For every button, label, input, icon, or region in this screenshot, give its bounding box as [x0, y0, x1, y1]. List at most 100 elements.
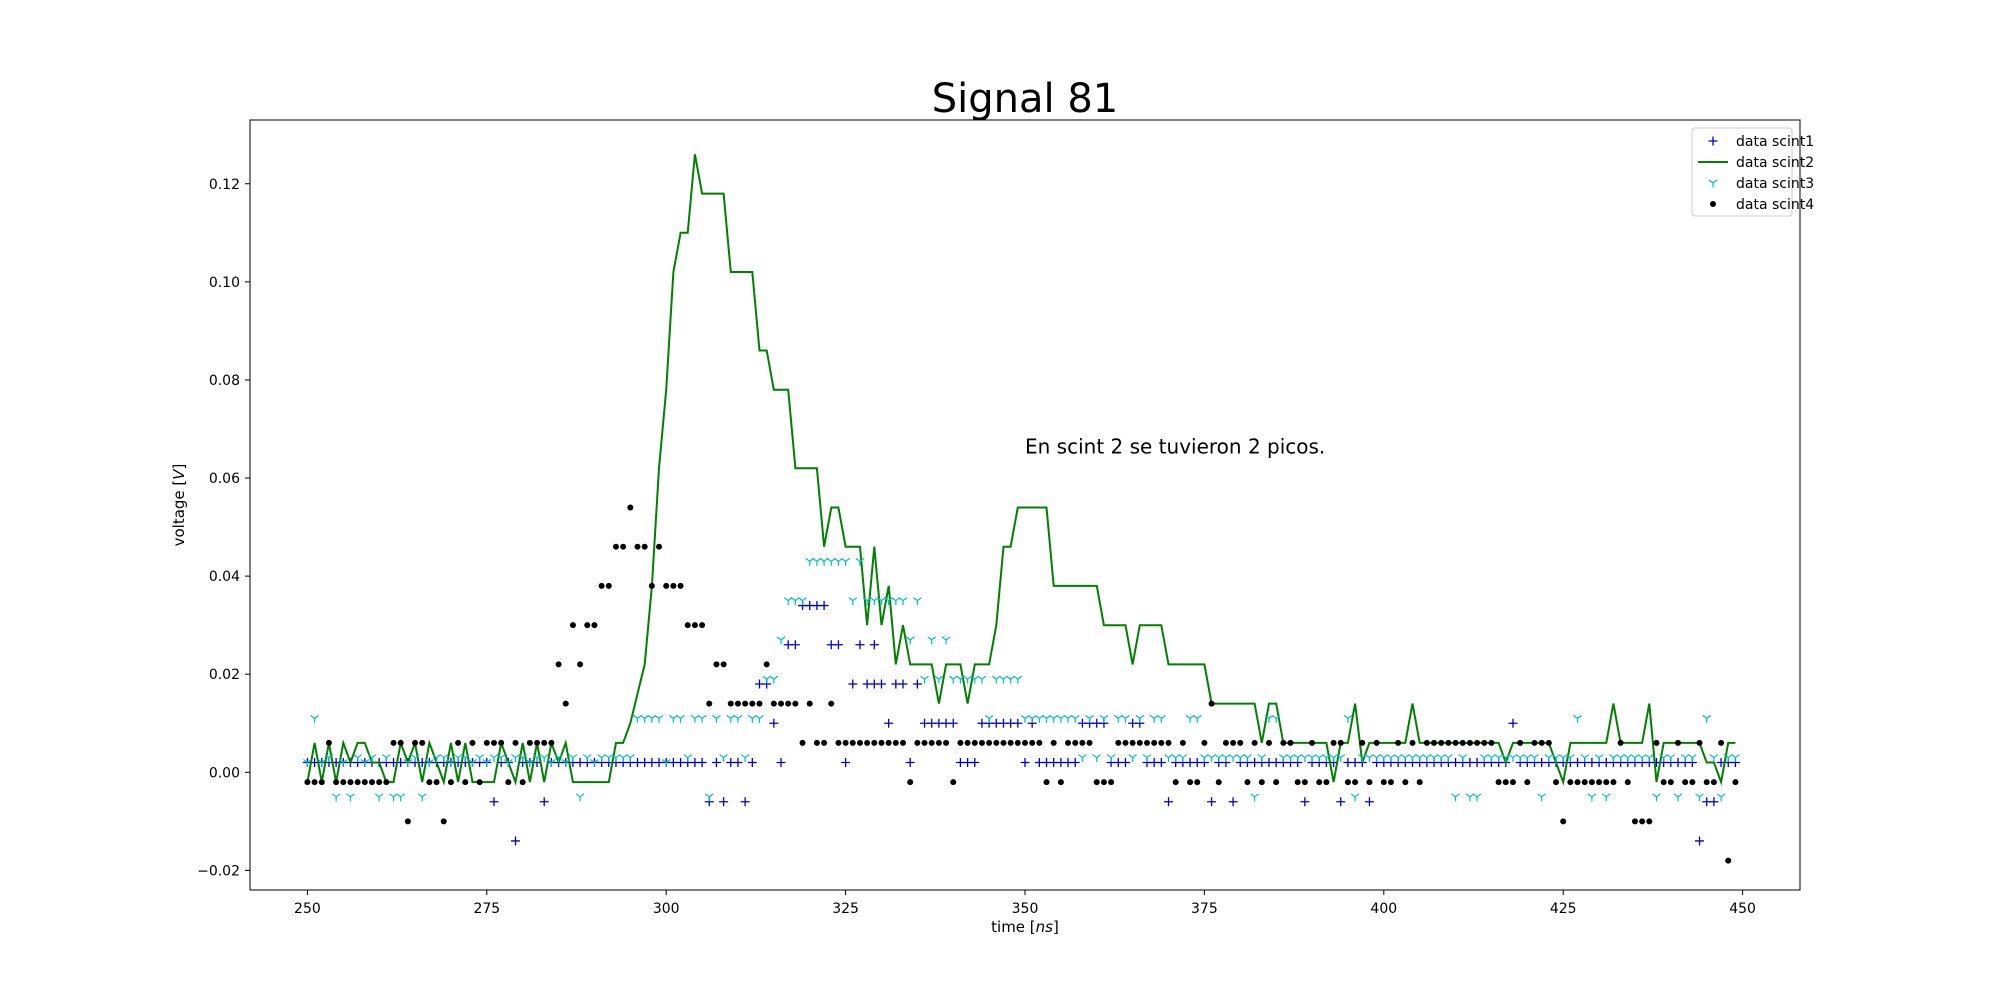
data-point	[905, 757, 915, 767]
data-point	[1273, 779, 1280, 786]
data-point	[1078, 754, 1087, 763]
data-point	[1695, 836, 1705, 846]
data-point	[534, 739, 541, 746]
data-point	[1057, 779, 1064, 786]
data-point	[1085, 714, 1094, 723]
data-point	[1156, 757, 1166, 767]
data-point	[590, 759, 599, 767]
data-point	[555, 661, 562, 668]
data-point	[1029, 739, 1036, 746]
data-point	[720, 661, 727, 668]
y-tick-label: 0.06	[209, 471, 240, 487]
data-point	[971, 739, 978, 746]
data-point	[833, 640, 843, 650]
data-point	[1537, 793, 1547, 802]
data-point	[1431, 739, 1438, 746]
data-point	[446, 759, 456, 767]
data-point	[876, 679, 886, 689]
data-point	[303, 759, 312, 767]
data-point	[841, 557, 850, 566]
data-point	[383, 779, 390, 786]
data-point	[1300, 797, 1310, 807]
data-point	[934, 675, 944, 684]
data-point	[410, 754, 420, 763]
data-point	[1472, 793, 1482, 802]
y-tick-label: −0.02	[197, 863, 240, 879]
data-point	[634, 543, 641, 550]
x-tick-label: 250	[294, 901, 321, 917]
data-point	[1466, 739, 1473, 746]
data-point	[848, 597, 858, 606]
data-point	[884, 718, 894, 728]
data-point	[1588, 779, 1595, 786]
data-point	[733, 714, 743, 723]
data-point	[1065, 739, 1072, 746]
data-point	[561, 759, 571, 767]
data-point	[1716, 793, 1726, 802]
data-point	[1136, 739, 1143, 746]
data-point	[898, 679, 908, 689]
data-point	[1601, 793, 1611, 802]
data-point	[676, 714, 685, 723]
legend-item: data scint3	[1708, 176, 1814, 192]
data-point	[907, 779, 914, 786]
legend-box	[1691, 127, 1793, 217]
data-point	[1673, 793, 1683, 802]
data-point	[1093, 779, 1100, 786]
data-point	[1043, 779, 1050, 786]
data-point	[1438, 739, 1445, 746]
data-point	[324, 754, 334, 763]
legend-marker	[1710, 201, 1716, 207]
data-point	[711, 757, 721, 767]
data-point	[1050, 739, 1057, 746]
data-point	[1725, 857, 1732, 864]
data-point	[1573, 714, 1582, 723]
data-point	[1675, 739, 1682, 746]
data-point	[699, 622, 706, 629]
data-point	[1444, 754, 1453, 763]
data-point	[912, 679, 922, 689]
data-point	[1022, 739, 1028, 746]
data-point	[755, 714, 764, 723]
data-point	[317, 759, 327, 767]
data-point	[683, 754, 693, 763]
data-point	[1488, 739, 1495, 746]
data-point	[1566, 754, 1575, 763]
data-point	[842, 739, 849, 746]
data-point	[727, 700, 734, 707]
data-point	[1092, 754, 1102, 763]
data-point	[1545, 739, 1552, 746]
data-point	[1156, 714, 1166, 723]
data-point	[1481, 739, 1488, 746]
data-point	[1020, 757, 1030, 767]
data-point	[568, 754, 578, 763]
data-point	[841, 757, 851, 767]
data-point	[1158, 739, 1165, 746]
data-point	[1531, 739, 1538, 746]
data-point	[1718, 739, 1725, 746]
y-tick-label: 0.08	[209, 373, 240, 389]
data-point	[311, 779, 318, 786]
data-point	[892, 739, 899, 746]
series-layer	[302, 154, 1740, 864]
y-tick-label: 0.04	[209, 569, 240, 585]
data-point	[548, 739, 555, 746]
legend-item: data scint4	[1710, 197, 1814, 213]
data-point	[1142, 754, 1152, 763]
series-data-scint2	[306, 154, 1736, 786]
data-point	[333, 779, 340, 786]
data-point	[1709, 754, 1719, 763]
data-point	[1237, 739, 1244, 746]
data-point	[1666, 754, 1676, 763]
y-tick-label: 0.02	[209, 667, 240, 683]
data-point	[347, 779, 354, 786]
data-point	[1230, 739, 1237, 746]
data-point	[1265, 739, 1272, 746]
data-point	[1014, 739, 1021, 746]
data-point	[1070, 714, 1080, 723]
series-line	[306, 154, 1736, 786]
data-point	[740, 797, 750, 807]
data-point	[1086, 739, 1093, 746]
data-point	[1587, 793, 1597, 802]
data-point	[482, 759, 492, 767]
